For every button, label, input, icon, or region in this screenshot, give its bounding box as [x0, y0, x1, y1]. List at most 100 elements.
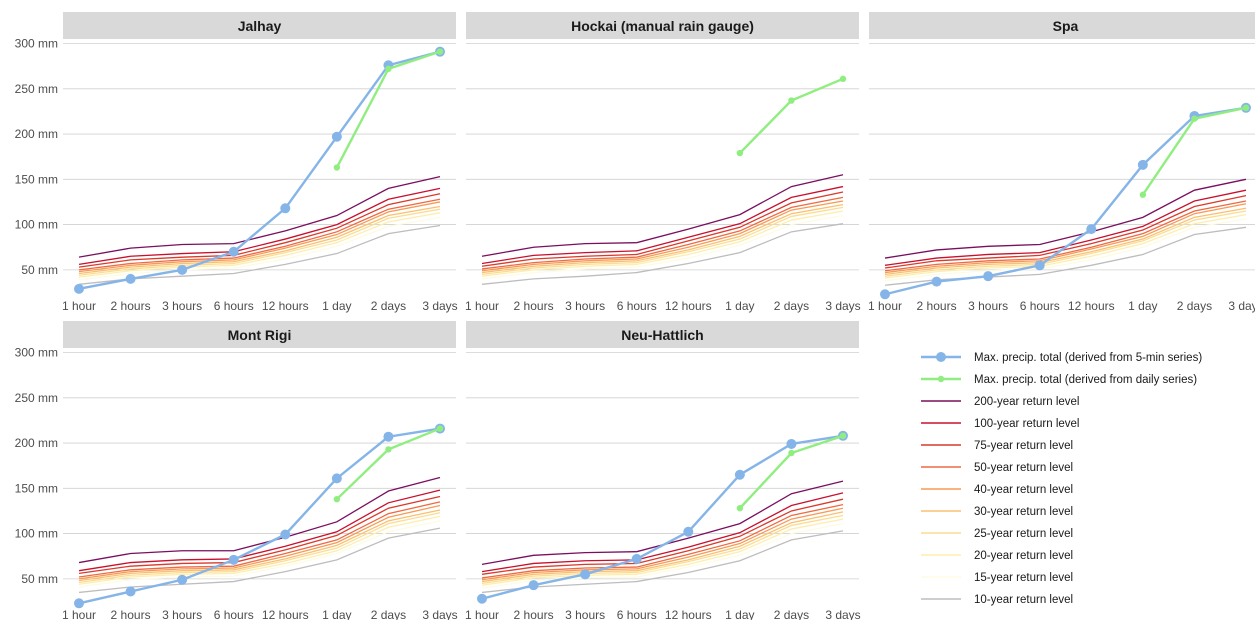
data-point-max-precip-total-derived-from-5-min-series [280, 529, 291, 540]
panel-strip [63, 12, 456, 39]
series-line-25-year-return-level [481, 514, 844, 585]
x-tick-label: 2 hours [514, 608, 554, 620]
x-tick-label: 3 days [422, 608, 457, 620]
y-tick-label: 50 mm [21, 572, 58, 586]
data-point-max-precip-total-derived-from-daily-series [436, 48, 444, 55]
data-point-max-precip-total-derived-from-5-min-series [228, 246, 239, 257]
data-point-max-precip-total-derived-from-daily-series [385, 446, 392, 453]
series-line-75-year-return-level [481, 498, 844, 575]
series-line-50-year-return-level [78, 501, 441, 578]
x-tick-label: 1 day [322, 299, 351, 313]
series-line-75-year-return-level [78, 193, 441, 268]
y-tick-label: 300 mm [15, 346, 58, 360]
x-tick-label: 3 hours [565, 299, 605, 313]
x-tick-label: 1 hour [465, 608, 499, 620]
y-tick-label: 100 mm [15, 527, 58, 541]
y-tick-label: 200 mm [15, 127, 58, 141]
series-line-20-year-return-level [78, 515, 441, 585]
series-line-40-year-return-level [481, 200, 844, 272]
legend-label: Max. precip. total (derived from daily s… [974, 374, 1197, 386]
series-line-15-year-return-level [884, 218, 1247, 282]
y-tick-label: 150 mm [15, 172, 58, 186]
y-tick-label: 300 mm [15, 37, 58, 51]
series-line-10-year-return-level [884, 226, 1247, 286]
data-point-max-precip-total-derived-from-daily-series [736, 505, 744, 512]
legend-label: 10-year return level [974, 594, 1073, 606]
series-line-200-year-return-level [884, 178, 1247, 259]
data-point-max-precip-total-derived-from-daily-series [333, 495, 341, 503]
data-point-max-precip-total-derived-from-daily-series [333, 164, 341, 171]
series-line-40-year-return-level [78, 504, 441, 580]
series-line-50-year-return-level [78, 198, 441, 271]
series-line-50-year-return-level [481, 196, 844, 270]
data-point-max-precip-total-derived-from-daily-series [788, 97, 795, 104]
panel-spa: Spa 1 hour 2 hours 3 hours 6 hours 12 hours 1 … [868, 12, 1255, 313]
legend-label: 50-year return level [974, 462, 1073, 474]
x-tick-label: 6 hours [214, 608, 254, 620]
legend: Max. precip. total (derived from 5-min s… [921, 352, 1202, 606]
panel-strip [869, 12, 1255, 39]
data-point-max-precip-total-derived-from-daily-series [839, 432, 847, 440]
x-tick-label: 12 hours [665, 299, 712, 313]
series-line-200-year-return-level [78, 175, 441, 258]
x-tick-label: 6 hours [617, 299, 657, 313]
data-point-max-precip-total-derived-from-daily-series [385, 65, 392, 73]
data-point-max-precip-total-derived-from-5-min-series [631, 553, 642, 564]
x-tick-label: 1 day [1128, 299, 1157, 313]
data-point-max-precip-total-derived-from-5-min-series [528, 580, 539, 591]
series-line-25-year-return-level [481, 206, 844, 276]
x-tick-label: 1 hour [868, 299, 902, 313]
data-point-max-precip-total-derived-from-daily-series [1139, 191, 1147, 198]
x-tick-label: 1 hour [62, 299, 96, 313]
x-tick-label: 12 hours [1068, 299, 1115, 313]
data-point-max-precip-total-derived-from-5-min-series [931, 276, 942, 287]
data-point-max-precip-total-derived-from-5-min-series [1137, 159, 1148, 170]
legend-key-point [937, 375, 945, 383]
panel-strip [466, 12, 859, 39]
series-line-10-year-return-level [481, 223, 844, 285]
x-tick-label: 1 day [725, 608, 754, 620]
series-line-25-year-return-level [884, 210, 1247, 277]
data-point-max-precip-total-derived-from-5-min-series [125, 273, 136, 284]
x-tick-label: 1 day [322, 608, 351, 620]
x-tick-label: 12 hours [262, 608, 309, 620]
x-tick-label: 2 hours [917, 299, 957, 313]
x-tick-label: 2 days [1177, 299, 1212, 313]
data-point-max-precip-total-derived-from-5-min-series [880, 289, 890, 300]
series-line-15-year-return-level [481, 214, 844, 280]
legend-label: Max. precip. total (derived from 5-min s… [974, 352, 1202, 364]
data-point-max-precip-total-derived-from-daily-series [839, 75, 847, 83]
x-tick-label: 2 days [371, 299, 406, 313]
data-point-max-precip-total-derived-from-5-min-series [331, 131, 342, 142]
x-tick-label: 1 hour [465, 299, 499, 313]
x-tick-label: 3 hours [162, 608, 202, 620]
x-tick-label: 2 hours [514, 299, 554, 313]
x-tick-label: 6 hours [617, 608, 657, 620]
data-point-max-precip-total-derived-from-5-min-series [683, 526, 694, 537]
data-point-max-precip-total-derived-from-daily-series [736, 149, 744, 157]
data-point-max-precip-total-derived-from-5-min-series [177, 574, 188, 585]
data-point-max-precip-total-derived-from-5-min-series [74, 283, 84, 294]
panel-title: Neu-Hattlich [621, 327, 703, 343]
data-point-max-precip-total-derived-from-5-min-series [383, 431, 394, 442]
series-line-10-year-return-level [481, 530, 844, 594]
series-line-200-year-return-level [481, 174, 844, 257]
legend-key-point [936, 352, 946, 362]
series-line-20-year-return-level [481, 210, 844, 277]
series-line-50-year-return-level [884, 200, 1247, 272]
data-point-max-precip-total-derived-from-daily-series [1242, 104, 1250, 112]
series-line-200-year-return-level [481, 480, 844, 565]
series-line-40-year-return-level [78, 201, 441, 273]
y-tick-label: 250 mm [15, 391, 58, 405]
panel-jalhay: Jalhay 50 mm 100 mm 150 mm 200 mm 250 mm 300 m… [15, 12, 458, 313]
x-tick-label: 3 hours [162, 299, 202, 313]
y-tick-label: 200 mm [15, 436, 58, 450]
series-line-30-year-return-level [78, 509, 441, 582]
series-line-25-year-return-level [78, 512, 441, 584]
x-tick-label: 3 days [825, 608, 860, 620]
x-tick-label: 3 days [825, 299, 860, 313]
series-line-15-year-return-level [481, 522, 844, 589]
legend-label: 25-year return level [974, 528, 1073, 540]
panel-title: Jalhay [238, 18, 282, 34]
